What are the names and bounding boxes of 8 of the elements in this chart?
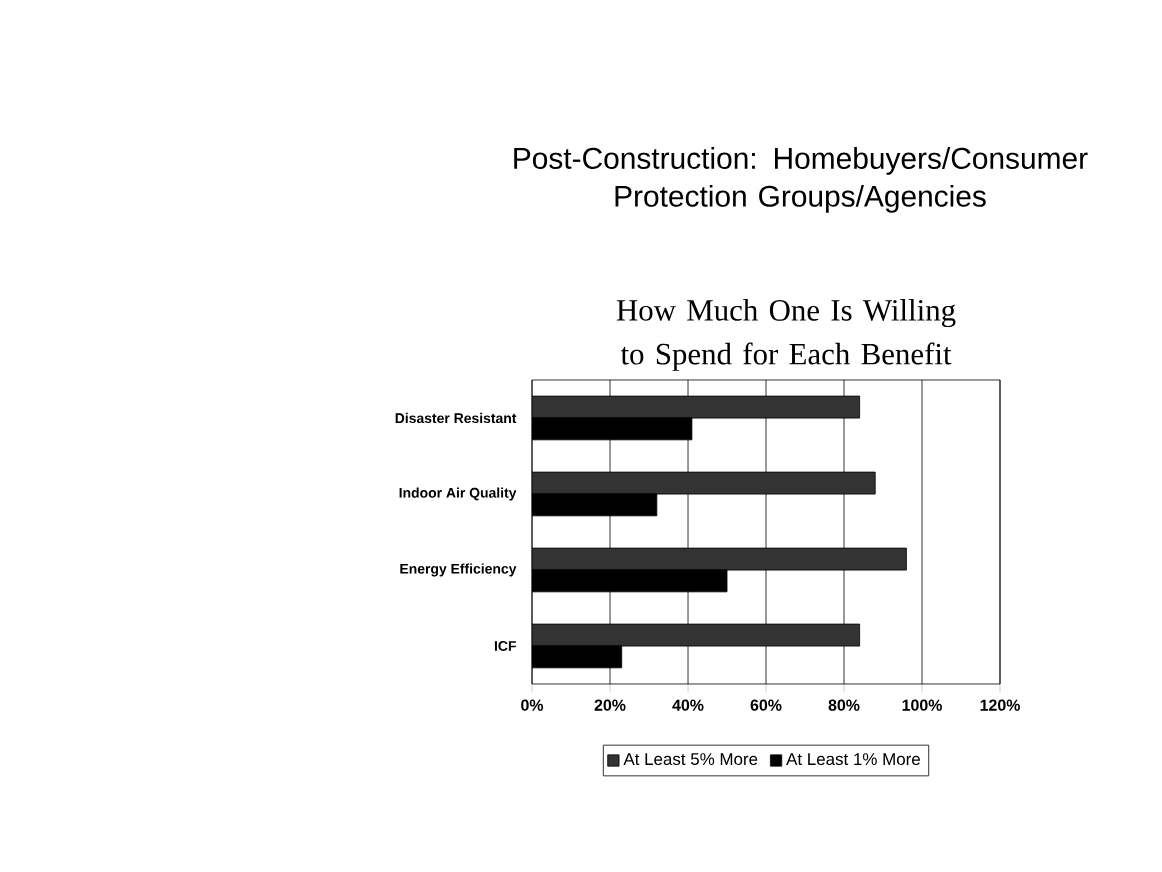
bar [532,547,907,571]
bar [532,395,861,419]
chart-title: Post-Construction: Homebuyers/Consumer Protection Groups/Agencies [514,147,1088,213]
bar [532,471,876,495]
chart-subtitle: How Much One Is Willing to Spend for Each Benefit [616,299,956,371]
legend-label: At Least 1% More [786,753,920,766]
bar [532,623,861,647]
legend-label: At Least 5% More [623,753,758,766]
